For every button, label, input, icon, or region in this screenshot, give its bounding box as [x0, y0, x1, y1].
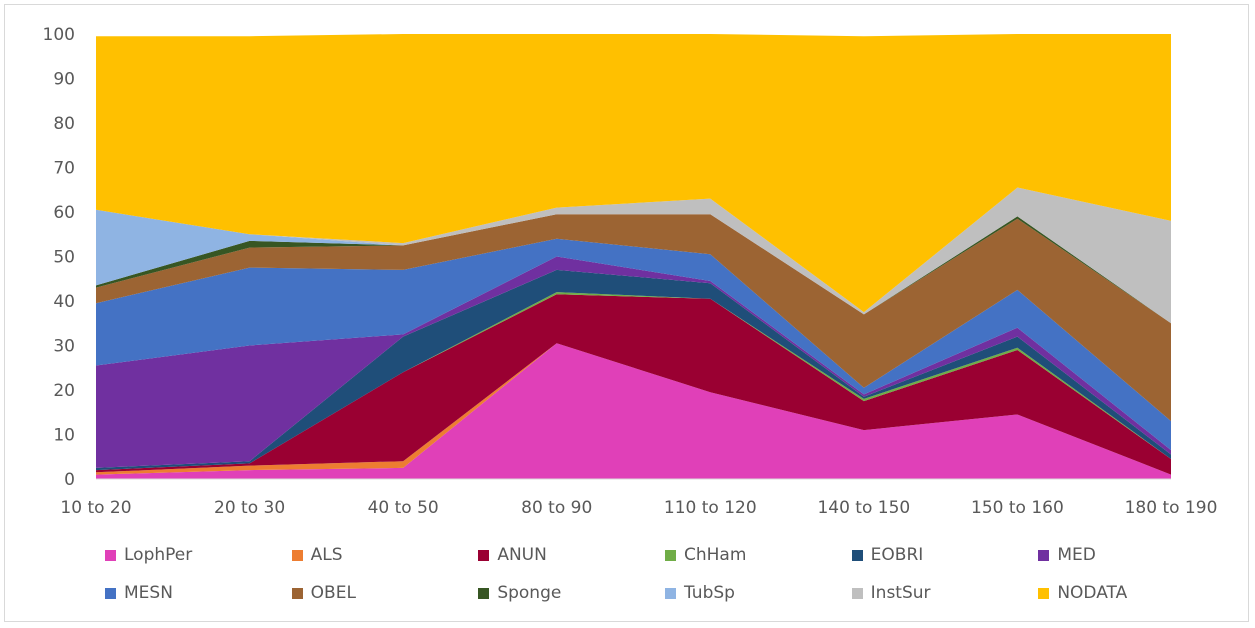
y-tick-label: 80	[53, 114, 75, 134]
area-nodata	[96, 34, 1171, 313]
legend-swatch	[851, 549, 863, 561]
y-tick-label: 100	[43, 25, 75, 45]
y-tick-label: 90	[53, 70, 75, 90]
legend-label: InstSur	[870, 583, 931, 603]
legend-label: OBEL	[310, 583, 356, 603]
legend-item-instsur: InstSur	[851, 583, 1039, 603]
legend-swatch	[478, 549, 490, 561]
legend-item-eobri: EOBRI	[851, 545, 1039, 565]
x-tick-label: 150 to 160	[971, 498, 1064, 518]
legend-swatch	[291, 549, 303, 561]
area-obel	[96, 214, 1171, 422]
legend-swatch	[291, 587, 303, 599]
legend-item-mesn: MESN	[105, 583, 292, 603]
legend-swatch	[665, 587, 676, 599]
legend-swatch	[1038, 549, 1050, 561]
legend-label: ALS	[310, 545, 343, 565]
legend-item-obel: OBEL	[291, 583, 479, 603]
legend-label: ChHam	[684, 545, 747, 565]
x-axis-ticks: 10 to 20 20 to 30 40 to 50 80 to 90 110 to 1…	[60, 498, 1217, 518]
legend-label: ANUN	[497, 545, 547, 565]
legend-label: EOBRI	[870, 545, 924, 565]
legend-swatch	[851, 587, 863, 599]
legend-item-tubsp: TubSp	[665, 583, 852, 603]
x-tick-label: 10 to 20	[60, 498, 131, 518]
legend-label: MED	[1057, 545, 1096, 565]
x-tick-label: 180 to 190	[1125, 498, 1218, 518]
stacked-area-plot: 0 10 20 30 40 50 60 70 80 90 100 10 to 20 20 to 30 4…	[43, 25, 1218, 518]
legend-swatch	[105, 549, 116, 561]
x-tick-label: 80 to 90	[521, 498, 592, 518]
legend-label: NODATA	[1057, 583, 1128, 603]
x-tick-label: 110 to 120	[664, 498, 757, 518]
legend-item-anun: ANUN	[478, 545, 665, 565]
legend-label: LophPer	[124, 545, 193, 565]
y-tick-label: 50	[53, 248, 75, 268]
chart-frame: 0 10 20 30 40 50 60 70 80 90 100 10 to 20 20 to 30 4…	[4, 4, 1249, 622]
legend-label: Sponge	[497, 583, 562, 603]
legend-item-sponge: Sponge	[478, 583, 665, 603]
area-lophper	[96, 343, 1171, 479]
y-tick-label: 10	[53, 426, 75, 446]
legend-swatch	[665, 549, 676, 561]
legend-swatch	[1038, 587, 1050, 599]
area-mesn	[96, 238, 1171, 451]
y-tick-label: 60	[53, 203, 75, 223]
legend-swatch	[478, 587, 490, 599]
y-tick-label: 20	[53, 381, 75, 401]
legend-swatch	[105, 587, 116, 599]
y-tick-label: 70	[53, 159, 75, 179]
series-areas	[96, 34, 1171, 479]
x-tick-label: 40 to 50	[368, 498, 439, 518]
x-tick-label: 140 to 150	[817, 498, 910, 518]
legend-label: MESN	[124, 583, 173, 603]
area-instsur	[96, 187, 1171, 324]
legend-label: TubSp	[684, 583, 735, 603]
area-med	[96, 256, 1171, 468]
y-tick-label: 40	[53, 292, 75, 312]
y-tick-label: 30	[53, 337, 75, 357]
area-anun	[96, 294, 1171, 475]
legend-item-lophper: LophPer	[105, 545, 292, 565]
y-tick-label: 0	[64, 470, 75, 490]
x-tick-label: 20 to 30	[214, 498, 285, 518]
y-axis-ticks: 0 10 20 30 40 50 60 70 80 90 100	[43, 25, 75, 490]
legend-item-als: ALS	[291, 545, 479, 565]
legend-item-chham: ChHam	[665, 545, 852, 565]
legend-item-med: MED	[1038, 545, 1225, 565]
legend-item-nodata: NODATA	[1038, 583, 1225, 603]
legend: LophPer ALS ANUN ChHam EOBRI MED MESN OBEL Spong…	[105, 545, 1225, 603]
